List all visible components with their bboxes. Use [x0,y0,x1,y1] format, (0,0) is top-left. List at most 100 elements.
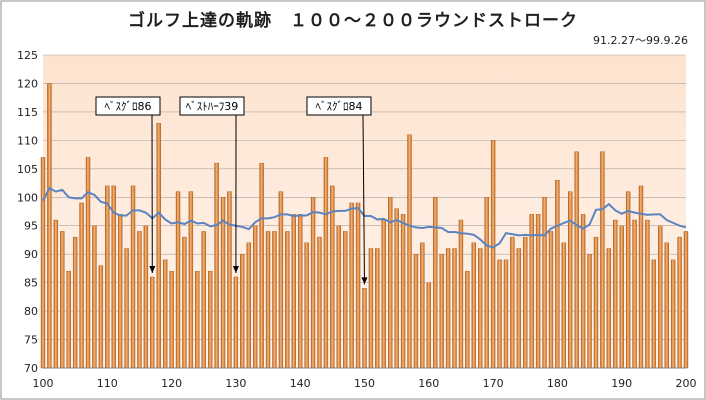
stroke-bar [658,225,663,369]
y-tick-label: 85 [24,277,38,290]
stroke-bar [175,191,181,369]
stroke-bar [542,197,547,369]
stroke-bar [291,214,296,369]
stroke-bar [124,248,129,369]
stroke-bar [677,236,682,369]
y-tick-label: 80 [24,305,38,318]
stroke-bar [285,231,290,369]
stroke-bar [162,259,168,369]
x-tick-label: 150 [354,377,375,390]
stroke-bar [214,162,219,369]
stroke-bar [651,259,657,369]
stroke-bar [510,236,515,369]
stroke-bar [568,191,573,369]
x-tick-label: 130 [225,377,246,390]
stroke-bar [272,231,277,369]
stroke-bar [574,151,579,369]
stroke-bar [580,214,586,369]
x-tick-label: 180 [547,377,568,390]
stroke-bar [265,231,271,369]
x-tick-label: 200 [676,377,697,390]
stroke-bar [497,259,502,369]
stroke-bar [645,219,650,369]
stroke-bar [137,231,142,369]
stroke-bar [156,123,161,369]
stroke-bar [600,151,605,369]
stroke-bar [632,219,637,369]
stroke-bar [587,253,592,369]
y-tick-label: 75 [24,334,38,347]
stroke-bar [79,202,84,369]
stroke-bar [413,253,419,369]
stroke-bar [490,140,496,369]
stroke-bar [394,208,399,369]
stroke-bar [619,225,624,369]
stroke-bar [195,271,200,369]
stroke-bar [278,191,284,369]
stroke-bar [593,236,599,369]
x-tick-label: 170 [483,377,504,390]
stroke-bar [343,231,348,369]
stroke-bar [85,157,91,369]
stroke-bar [407,134,412,369]
stroke-bar [246,242,251,369]
stroke-bar [92,225,97,369]
annotation-pointer [362,114,365,285]
stroke-bar [117,214,123,369]
y-tick-label: 110 [17,134,38,147]
stroke-bar [60,231,65,369]
stroke-bar [201,231,206,369]
stroke-bar [523,236,528,369]
stroke-bar [298,214,303,369]
stroke-bar [150,276,155,369]
annotation-box [179,96,245,116]
stroke-bar [169,271,174,369]
stroke-bar [317,236,322,369]
y-tick-label: 70 [24,362,38,375]
annotation-text: ﾍﾞｽｸﾞﾛ84 [316,100,363,113]
y-tick-label: 90 [24,248,38,261]
stroke-bar [207,271,213,369]
stroke-bar [606,248,612,369]
annotations-layer: ﾍﾞｽｸﾞﾛ86 ﾍﾞｽﾄﾊｰﾌ39 ﾍﾞｽｸﾞﾛ84 [95,96,372,285]
stroke-bar [471,242,477,369]
stroke-bar [439,253,444,369]
chart-title: ゴルフ上達の軌跡 １００～２００ラウンドストローク [128,11,578,31]
stroke-bar [452,248,457,369]
stroke-bar [625,191,631,369]
stroke-bar [503,259,509,369]
stroke-bar [478,248,483,369]
stroke-bar [143,225,149,369]
x-tick-label: 190 [611,377,632,390]
stroke-bar [182,236,187,369]
stroke-bar [130,185,136,369]
stroke-bar [47,83,52,369]
stroke-bar [555,179,560,369]
stroke-bar [465,271,470,369]
annotation-arrowhead [149,265,156,273]
stroke-bar [445,248,451,369]
stroke-bar [381,219,386,369]
y-tick-label: 125 [17,49,38,62]
stroke-bar [400,214,406,369]
axis-labels-layer: 70 75 80 85 90 95 100 105 110 115 120 125 100 110 120 1… [17,49,697,390]
moving-average-line [42,186,687,249]
stroke-bar [683,231,689,369]
stroke-bar [252,225,258,369]
stroke-bar [323,157,329,369]
stroke-bar [484,197,489,369]
stroke-bar [227,191,232,369]
x-tick-label: 100 [33,377,54,390]
annotation-box [306,96,372,116]
stroke-bar [664,242,669,369]
annotation-text: ﾍﾞｽｸﾞﾛ86 [105,100,152,113]
x-tick-label: 110 [97,377,118,390]
stroke-bar [355,202,361,369]
stroke-bar [433,197,438,369]
y-tick-label: 105 [17,163,38,176]
stroke-bar [40,157,46,369]
y-tick-label: 120 [17,77,38,90]
stroke-bar [98,265,104,369]
